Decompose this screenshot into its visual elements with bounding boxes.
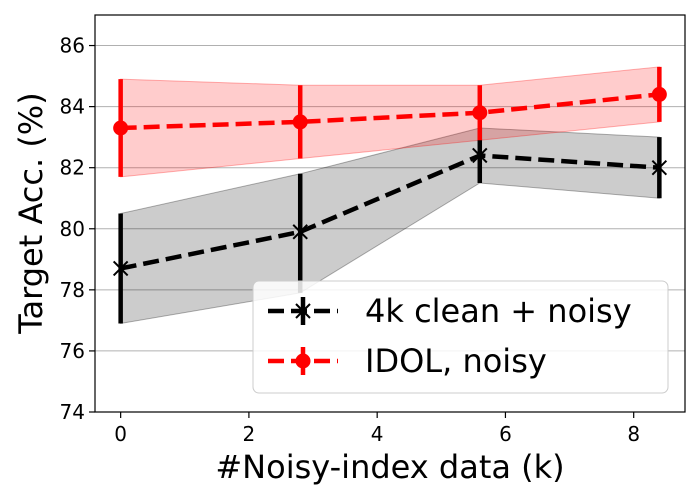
x-tick-label: 4: [371, 422, 384, 446]
x-tick-label: 8: [627, 422, 640, 446]
x-tick-label: 2: [243, 422, 256, 446]
legend: 4k clean + noisy IDOL, noisy: [252, 280, 669, 394]
legend-entry: 4k clean + noisy: [268, 292, 632, 330]
series-clean-noisy: [112, 127, 668, 324]
ticks: 74 76 78 80 82 84 86 0 2 4 6 8: [60, 34, 641, 446]
data-point: [472, 147, 488, 164]
data-point: [651, 159, 668, 176]
series-line: [120, 92, 660, 131]
y-tick-label: 82: [60, 156, 85, 180]
legend-box: [252, 280, 669, 394]
legend-label: IDOL, noisy: [365, 342, 547, 380]
x-tick-label: 0: [114, 422, 127, 446]
series-idol: [113, 66, 667, 177]
data-point: [292, 224, 308, 240]
series-line: [120, 153, 660, 271]
y-axis-label: Target Acc. (%): [12, 92, 50, 334]
y-tick-label: 86: [60, 34, 85, 58]
x-axis-label: #Noisy-index data (k): [215, 448, 564, 486]
data-point: [472, 105, 488, 121]
legend-marker: [295, 303, 311, 319]
y-tick-label: 84: [60, 95, 85, 119]
data-point: [292, 114, 308, 130]
data-point: [113, 120, 129, 136]
plot-frame: [94, 14, 686, 413]
data-point: [112, 260, 129, 277]
y-tick-label: 78: [60, 278, 85, 302]
y-tick-label: 80: [60, 217, 85, 241]
legend-label: 4k clean + noisy: [365, 292, 632, 330]
y-tick-label: 76: [60, 339, 85, 363]
data-point: [651, 86, 667, 102]
x-tick-label: 6: [499, 422, 512, 446]
legend-entry: IDOL, noisy: [268, 342, 547, 380]
y-tick-label: 74: [60, 400, 85, 424]
series-group: [112, 66, 668, 324]
legend-marker: [295, 353, 311, 369]
